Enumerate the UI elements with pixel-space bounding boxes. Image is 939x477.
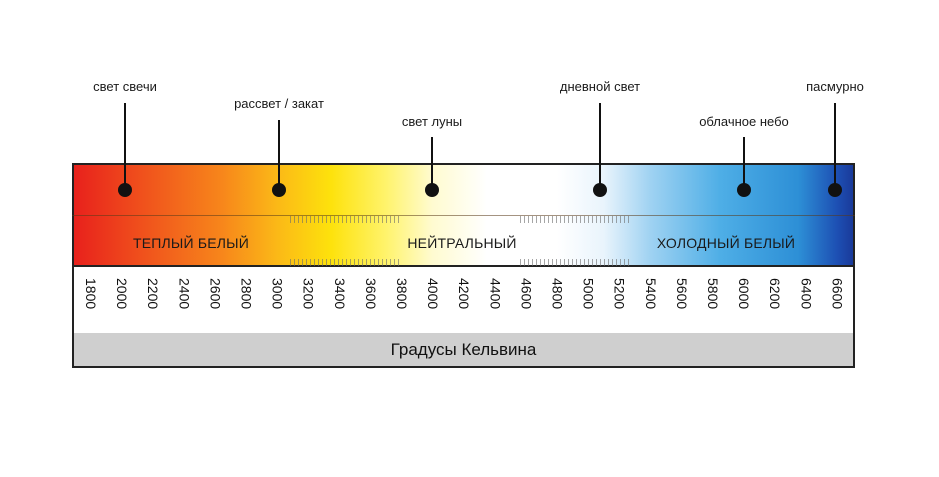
transition-hatch-warm-bottom [290,259,400,266]
zone-label-neutral: НЕЙТРАЛЬНЫЙ [407,235,517,251]
tick-label: 4200 [456,278,473,310]
marker-dot-cloudy-sky [737,183,751,197]
tick-label: 4400 [487,278,504,310]
zone-label-warm: ТЕПЛЫЙ БЕЛЫЙ [132,235,250,251]
kelvin-scale [72,267,855,333]
tick-label: 2000 [114,278,131,310]
marker-label-daylight: дневной свет [559,79,641,94]
tick-label: 2400 [176,278,193,310]
marker-dot-daylight [593,183,607,197]
tick-label: 3600 [362,278,379,310]
marker-line-sunrise-sunset [278,120,280,189]
transition-hatch-cold-bottom [520,259,630,266]
marker-line-overcast [834,103,836,189]
tick-label: 6400 [798,278,815,310]
marker-line-moonlight [431,137,433,189]
transition-hatch-cold-top [520,216,630,223]
zone-divider [72,215,855,216]
tick-label: 5000 [580,278,597,310]
tick-label: 5800 [705,278,721,310]
marker-line-daylight [599,103,601,189]
marker-label-overcast: пасмурно [806,79,864,94]
tick-label: 2600 [207,278,224,310]
tick-label: 3200 [300,278,317,310]
scale-title: Градусы Кельвина [390,339,537,359]
tick-label: 2200 [145,278,162,310]
tick-label: 4000 [425,278,442,310]
tick-label: 3000 [269,278,286,310]
marker-dot-sunrise-sunset [272,183,286,197]
marker-line-candle [124,103,126,189]
tick-label: 6000 [736,278,753,310]
marker-line-cloudy-sky [743,137,745,189]
tick-label: 4800 [549,278,566,310]
tick-label: 1800 [83,278,99,310]
marker-label-moonlight: свет луны [401,114,463,129]
marker-dot-overcast [828,183,842,197]
tick-label: 4600 [518,278,535,310]
marker-dot-moonlight [425,183,439,197]
tick-label: 5400 [642,278,659,310]
tick-label: 2800 [238,278,255,310]
marker-label-sunrise-sunset: рассвет / закат [234,96,324,111]
tick-label: 5600 [673,278,690,310]
marker-dot-candle [118,183,132,197]
tick-label: 3400 [331,278,348,310]
tick-label: 6200 [767,278,784,310]
tick-label: 6600 [829,278,846,310]
transition-hatch-warm-top [290,216,400,223]
tick-label: 5200 [611,278,628,310]
tick-label: 3800 [394,278,410,310]
marker-label-cloudy-sky: облачное небо [699,114,789,129]
scale-title-bar: Градусы Кельвина [72,333,855,368]
zone-label-cold: ХОЛОДНЫЙ БЕЛЫЙ [656,235,796,251]
marker-label-candle: свет свечи [93,79,157,94]
